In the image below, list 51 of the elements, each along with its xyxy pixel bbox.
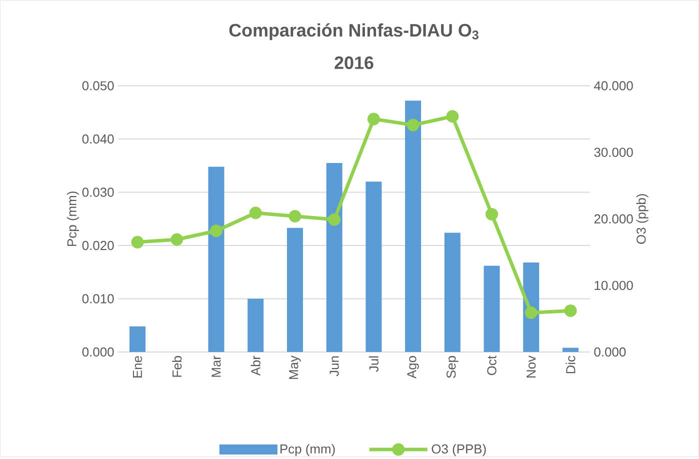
x-tick-label: Ago <box>407 356 419 379</box>
point <box>249 206 262 220</box>
bar <box>444 232 460 352</box>
y-tick-label: 0.040 <box>82 134 114 144</box>
point <box>446 110 459 123</box>
bar <box>129 326 146 352</box>
bar <box>286 228 303 352</box>
point <box>406 118 420 132</box>
x-tick-label: Dic <box>566 356 576 374</box>
chart-subtitle: 2016 <box>334 56 374 70</box>
y-axis-title: Pcp (mm) <box>66 192 80 246</box>
point <box>564 304 577 318</box>
y2-tick-label: 30.000 <box>594 148 633 157</box>
y2-axis-title: O3 (ppb) <box>636 194 648 244</box>
y2-tick-label: 20.000 <box>594 214 633 224</box>
x-tick-label: Sep <box>446 356 458 378</box>
point <box>524 306 538 320</box>
point <box>131 236 144 248</box>
x-tick-label: Jun <box>330 356 339 376</box>
chart-title: Comparación Ninfas-DIAU O$_{3}$ <box>229 23 478 40</box>
bar <box>326 163 342 352</box>
x-tick-label: Jul <box>368 356 378 372</box>
point <box>288 210 302 223</box>
y2-tick-label: 0.000 <box>594 347 626 357</box>
x-tick-label: May <box>289 356 301 379</box>
point <box>367 112 380 126</box>
bar <box>208 166 224 352</box>
y2-tick-label: 10.000 <box>594 280 633 290</box>
point <box>486 208 498 221</box>
y-tick-label: 0.010 <box>82 294 114 304</box>
y-tick-label: 0.020 <box>82 240 114 250</box>
bar <box>484 266 500 352</box>
x-tick-label: Nov <box>526 356 536 378</box>
y-tick-label: 0.050 <box>82 81 114 90</box>
bar <box>366 182 382 352</box>
x-tick-label: Abr <box>250 356 260 376</box>
y2-tick-label: 40.000 <box>594 81 633 90</box>
y-tick-label: 0.030 <box>82 188 114 197</box>
bar <box>405 100 422 352</box>
point <box>170 233 184 246</box>
legend-label: O3 (PPB) <box>432 444 486 456</box>
bar <box>248 298 264 352</box>
point <box>210 224 222 238</box>
x-tick-label: Ene <box>132 356 142 378</box>
legend-label: Pcp (mm) <box>280 444 335 456</box>
x-tick-label: Feb <box>172 356 182 377</box>
y-tick-label: 0.000 <box>82 347 114 357</box>
point <box>328 213 341 226</box>
bar <box>562 348 579 352</box>
x-tick-label: Oct <box>487 356 496 376</box>
x-tick-label: Mar <box>212 356 221 377</box>
